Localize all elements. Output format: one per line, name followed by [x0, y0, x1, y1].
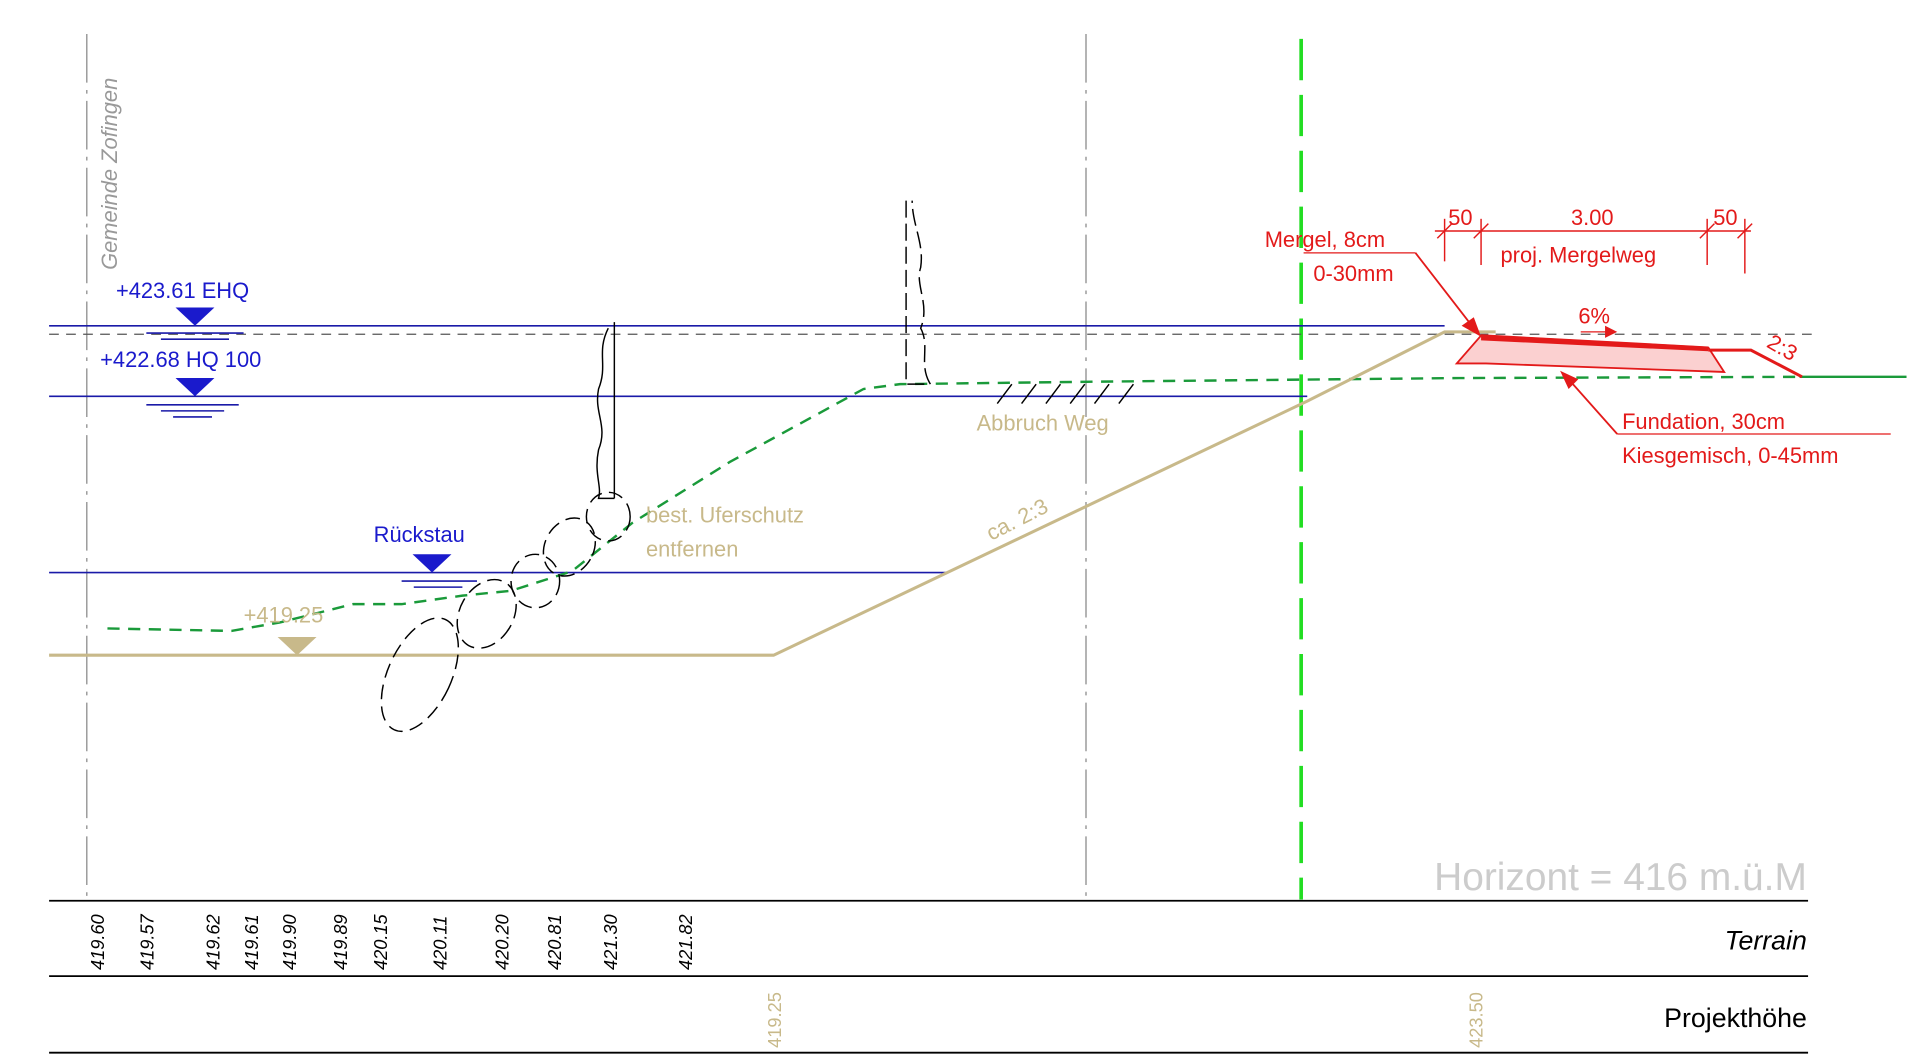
terrain-value: 421.82 [675, 914, 696, 970]
annotation: best. Uferschutz [646, 503, 804, 528]
terrain-value: 420.20 [492, 914, 513, 970]
annotation: 6% [1578, 303, 1610, 328]
level-label: Rückstau [374, 522, 465, 547]
terrain-value: 419.89 [330, 914, 351, 970]
level-label: +419.25 [244, 602, 324, 627]
terrain-value: 421.30 [600, 914, 621, 970]
terrain-value: 419.57 [137, 913, 158, 970]
terrain-value: 420.11 [430, 916, 451, 970]
existing-stones [380, 491, 631, 733]
marker-lines [146, 332, 477, 588]
path-detail [1303, 218, 1891, 435]
dimension: 3.00 [1571, 205, 1614, 230]
annotation: Fundation, 30cm [1622, 409, 1785, 434]
dimension: proj. Mergelweg [1501, 243, 1657, 268]
horizont: Horizont = 416 m.ü.M [1434, 856, 1807, 899]
terrain-value: 420.15 [370, 913, 391, 970]
terrain-value: 419.60 [87, 914, 108, 970]
terrain-value: 420.81 [544, 914, 565, 970]
project-line [49, 330, 1496, 657]
table-lines [49, 899, 1809, 1054]
annotation: ca. 2:3 [982, 493, 1052, 545]
annotation: Abbruch Weg [977, 410, 1109, 435]
annotation: entfernen [646, 537, 738, 562]
terrain-value: 419.61 [241, 914, 262, 970]
row-label: Projekthöhe [1664, 1003, 1807, 1033]
level-markers [175, 307, 452, 656]
annotation: 0-30mm [1313, 261, 1393, 286]
dimension: 50 [1713, 205, 1737, 230]
terrain-value: 419.90 [279, 914, 300, 970]
level-label: +423.61 EHQ [116, 278, 249, 303]
project-value: 419.25 [764, 992, 785, 1048]
terrain-value: 419.62 [202, 914, 223, 970]
existing-walls [596, 200, 932, 500]
level-label: +422.68 HQ 100 [100, 347, 261, 372]
terrain-line [107, 375, 1800, 633]
project-value: 423.50 [1465, 992, 1486, 1048]
dimension: 50 [1448, 205, 1472, 230]
boundary-label: Gemeinde Zofingen [97, 78, 122, 270]
annotation: Mergel, 8cm [1265, 227, 1385, 252]
row-label: Terrain [1725, 925, 1807, 955]
annotation: Kiesgemisch, 0-45mm [1622, 443, 1838, 468]
hatch [996, 383, 1134, 405]
